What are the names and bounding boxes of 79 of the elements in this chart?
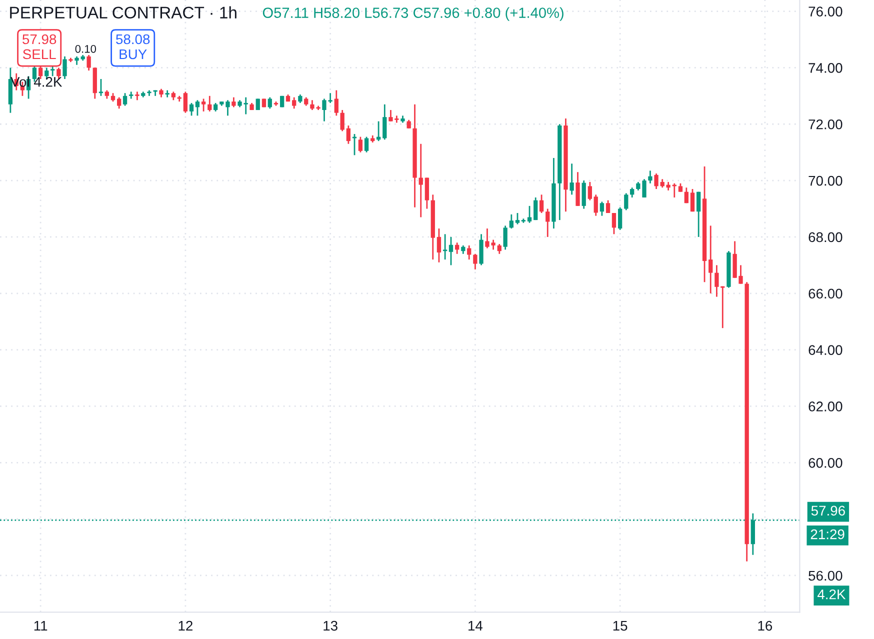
candlestick (696, 191, 701, 238)
candlestick (183, 90, 188, 114)
annotation: 0.10 (75, 44, 96, 53)
x-tick-label: 16 (758, 620, 772, 631)
y-tick-label: 70.00 (808, 176, 842, 186)
candlestick (232, 96, 236, 108)
candlestick (684, 186, 688, 204)
candlestick (436, 228, 442, 264)
candlestick (534, 196, 538, 221)
candlestick (208, 95, 212, 112)
candlestick (515, 212, 520, 225)
x-tick-label: 15 (613, 621, 628, 631)
candlestick (50, 66, 55, 77)
x-tick-label: 14 (468, 621, 483, 631)
y-tick-label: 72.00 (808, 119, 842, 130)
chart-title: PERPETUAL CONTRACT · 1h (10, 6, 236, 19)
annotation: 57.98 SELL (22, 34, 56, 60)
candlestick (570, 162, 574, 196)
text: 21:29 (810, 529, 844, 540)
candlestick (576, 171, 580, 207)
candlestick (479, 233, 484, 266)
y-tick-label: 64.00 (808, 345, 842, 355)
candlestick (618, 206, 622, 231)
candlestick (86, 54, 91, 72)
annotation: O57.11 H58.20 L56.73 C57.96 +0.80 (+1.40%) (262, 7, 564, 21)
candlestick (527, 205, 532, 224)
candlestick (539, 194, 544, 214)
candlestick (708, 224, 713, 294)
ref-line-label: 57.96 (811, 506, 845, 516)
y-tick-label: 68.00 (808, 232, 842, 242)
candlestick (630, 186, 634, 198)
candlestick (122, 92, 128, 106)
candlestick (606, 200, 610, 214)
candlestick (509, 214, 514, 230)
y-tick-label: 56.00 (808, 570, 842, 581)
candlestick (189, 102, 194, 116)
candlestick (62, 56, 67, 80)
candlestick (364, 136, 369, 154)
candlestick (418, 143, 423, 218)
candlestick (588, 181, 592, 201)
candlestick (546, 208, 550, 238)
candlestick (600, 201, 604, 217)
candlestick (455, 242, 460, 255)
candlestick (503, 224, 508, 250)
candlestick (201, 98, 206, 112)
y-tick-label: 60.00 (808, 458, 842, 468)
candlestick (334, 90, 338, 116)
candlestick (612, 212, 616, 235)
candlestick (117, 96, 122, 110)
candlestick (358, 136, 363, 154)
text: 4.2K (818, 589, 846, 600)
candlestick (340, 109, 344, 132)
candlestick (346, 124, 351, 145)
y-tick-label: 74.00 (808, 63, 842, 73)
candlestick (226, 99, 230, 116)
candlestick (690, 188, 695, 212)
x-tick-label: 11 (34, 621, 48, 631)
candlestick (292, 96, 296, 110)
x-tick-label: 13 (324, 620, 338, 631)
candlestick (624, 192, 628, 211)
candlestick (195, 99, 200, 116)
candlestick (382, 104, 387, 140)
candlestick (594, 194, 598, 217)
candlestick (648, 170, 652, 184)
candlestick (98, 78, 104, 97)
candlestick (448, 236, 454, 266)
y-tick-label: 62.00 (808, 402, 842, 412)
y-tick-label: 66.00 (808, 288, 842, 299)
x-tick-label: 12 (178, 620, 192, 631)
candlestick (582, 180, 586, 210)
candlestick (424, 177, 430, 210)
candlestick (497, 243, 502, 255)
candlestick (654, 172, 658, 190)
candlestick (473, 253, 478, 270)
candlestick (268, 96, 272, 110)
y-tick-label: 76.00 (808, 6, 842, 16)
candlestick (244, 96, 248, 115)
annotation: 58.08 BUY (116, 34, 150, 60)
candlestick (442, 233, 448, 260)
